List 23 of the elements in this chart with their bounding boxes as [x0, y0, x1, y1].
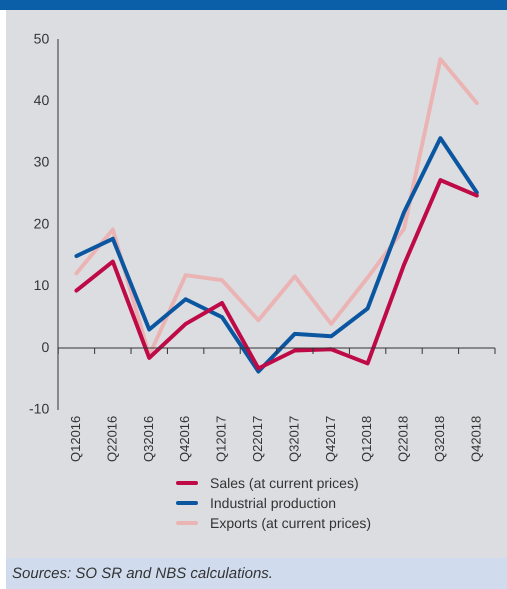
x-tick-label: Q42017: [322, 416, 338, 462]
x-tick-label: Q42018: [468, 416, 484, 462]
y-tick-label: 50: [34, 30, 50, 46]
x-tick-label: Q22018: [396, 416, 411, 462]
y-tick-label: 40: [34, 92, 50, 108]
x-tick-label: Q42016: [177, 416, 192, 462]
y-tick-label: 30: [34, 154, 50, 170]
y-tick-label: 10: [34, 277, 50, 294]
source-note: Sources: SO SR and NBS calculations.: [12, 565, 273, 582]
x-tick-label: Q32017: [286, 416, 302, 462]
legend-label: Exports (at current prices): [210, 515, 372, 531]
y-tick-label: -10: [29, 400, 50, 417]
x-tick-label: Q22016: [104, 416, 120, 462]
x-tick-label: Q32018: [432, 416, 447, 462]
x-tick-label: Q12016: [68, 416, 84, 462]
legend-label: Sales (at current prices): [210, 475, 359, 491]
legend-label: Industrial production: [210, 495, 336, 511]
y-tick-label: 20: [34, 215, 50, 232]
y-tick-label: 0: [41, 338, 50, 355]
x-tick-label: Q12018: [359, 416, 374, 462]
x-tick-label: Q12017: [214, 416, 229, 462]
x-tick-label: Q32016: [140, 416, 156, 462]
x-tick-label: Q22017: [250, 416, 265, 462]
